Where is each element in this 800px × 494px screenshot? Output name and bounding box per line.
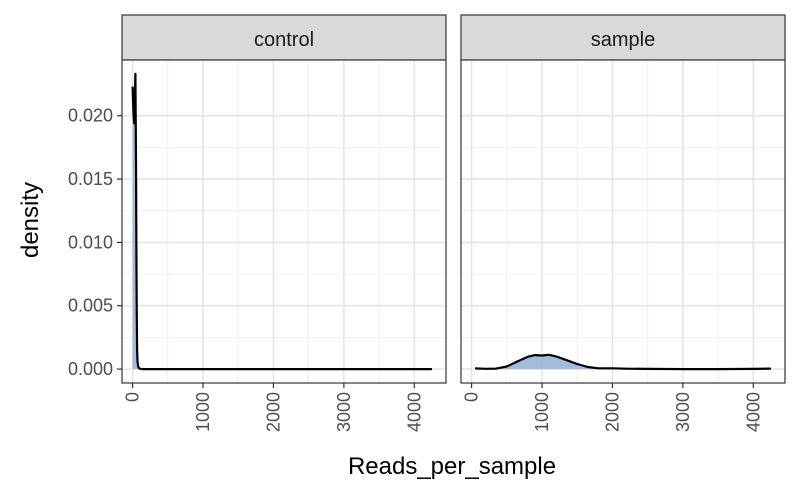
panel-border bbox=[460, 59, 786, 384]
x-tick-label: 2000 bbox=[602, 392, 622, 432]
strip-label-control: control bbox=[254, 29, 314, 51]
density-area-sample bbox=[475, 354, 771, 370]
x-tick-label: 1000 bbox=[532, 392, 552, 432]
y-tick-label: 0.020 bbox=[68, 106, 113, 126]
strip-control bbox=[121, 14, 447, 61]
panel-background bbox=[461, 60, 785, 383]
x-tick-label: 0 bbox=[462, 392, 482, 402]
x-tick-label: 4000 bbox=[743, 392, 763, 432]
density-line-sample bbox=[475, 353, 771, 371]
y-tick-label: 0.005 bbox=[68, 296, 113, 316]
density-line-control bbox=[131, 72, 432, 371]
x-tick-label: 1000 bbox=[193, 392, 213, 432]
y-tick-label: 0.010 bbox=[68, 232, 113, 252]
x-tick-label: 4000 bbox=[404, 392, 424, 432]
panel-border bbox=[121, 59, 447, 384]
panel-background bbox=[122, 60, 446, 383]
y-tick-label: 0.000 bbox=[68, 359, 113, 379]
y-tick-label: 0.015 bbox=[68, 169, 113, 189]
x-tick-label: 3000 bbox=[673, 392, 693, 432]
strip-label-sample: sample bbox=[591, 29, 655, 51]
x-axis-title: Reads_per_sample bbox=[348, 453, 556, 480]
x-tick-label: 2000 bbox=[263, 392, 283, 432]
x-tick-label: 3000 bbox=[334, 392, 354, 432]
panel-control: control 0 1000 2000 3000 4000 0.000 0.005 0.010 0… bbox=[68, 14, 447, 432]
x-tick-label: 0 bbox=[123, 392, 143, 402]
y-axis-title: density bbox=[17, 182, 44, 258]
panel-sample: sample 0 1000 2000 3000 4000 bbox=[460, 14, 786, 432]
